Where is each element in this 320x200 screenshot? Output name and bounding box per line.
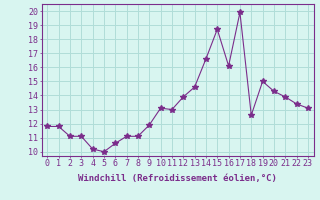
X-axis label: Windchill (Refroidissement éolien,°C): Windchill (Refroidissement éolien,°C) (78, 174, 277, 183)
